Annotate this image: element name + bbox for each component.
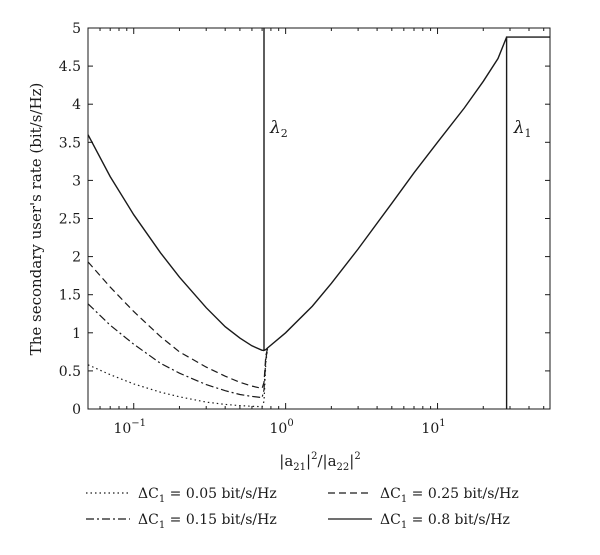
series-line-dashed (87, 261, 269, 390)
legend-label: ΔC1 = 0.05 bit/s/Hz (138, 486, 277, 505)
y-tick-label: 1 (72, 326, 81, 342)
series-layer (87, 28, 550, 409)
y-tick-label: 3.5 (59, 135, 81, 151)
annotations: λ2 λ1 (269, 118, 532, 140)
legend: ΔC1 = 0.05 bit/s/Hz ΔC1 = 0.25 bit/s/Hz ΔC… (86, 486, 519, 531)
y-tick-label: 0.5 (59, 364, 81, 380)
series-line-solid (87, 28, 550, 409)
annotation-lambda-1: λ1 (513, 118, 532, 140)
x-tick-label: 100 (270, 418, 294, 437)
y-tick-label: 4 (72, 97, 81, 113)
y-tick-label: 0 (72, 402, 81, 418)
annotation-lambda-2: λ2 (269, 118, 288, 140)
series-line-dashdot (87, 303, 269, 399)
y-tick-label: 2 (72, 250, 81, 266)
y-axis-label: The secondary user's rate (bit/s/Hz) (27, 83, 45, 356)
y-tick-label: 2.5 (59, 212, 81, 228)
legend-label: ΔC1 = 0.25 bit/s/Hz (380, 486, 519, 505)
x-axis-label: |a21|2/|a22|2 (279, 451, 360, 473)
x-tick-label: 10−1 (113, 418, 146, 437)
series-line-dotted (87, 348, 269, 408)
y-tick-label: 4.5 (59, 59, 81, 75)
axis-ticks: 0 0.5 1 1.5 2 2.5 3 3.5 4 4.5 5 10−1 100 101 (59, 21, 550, 437)
legend-label: ΔC1 = 0.15 bit/s/Hz (138, 512, 277, 531)
x-tick-label: 101 (421, 418, 445, 437)
y-tick-label: 3 (72, 173, 81, 189)
y-tick-label: 5 (72, 21, 81, 37)
y-tick-label: 1.5 (59, 288, 81, 304)
legend-label: ΔC1 = 0.8 bit/s/Hz (380, 512, 510, 531)
